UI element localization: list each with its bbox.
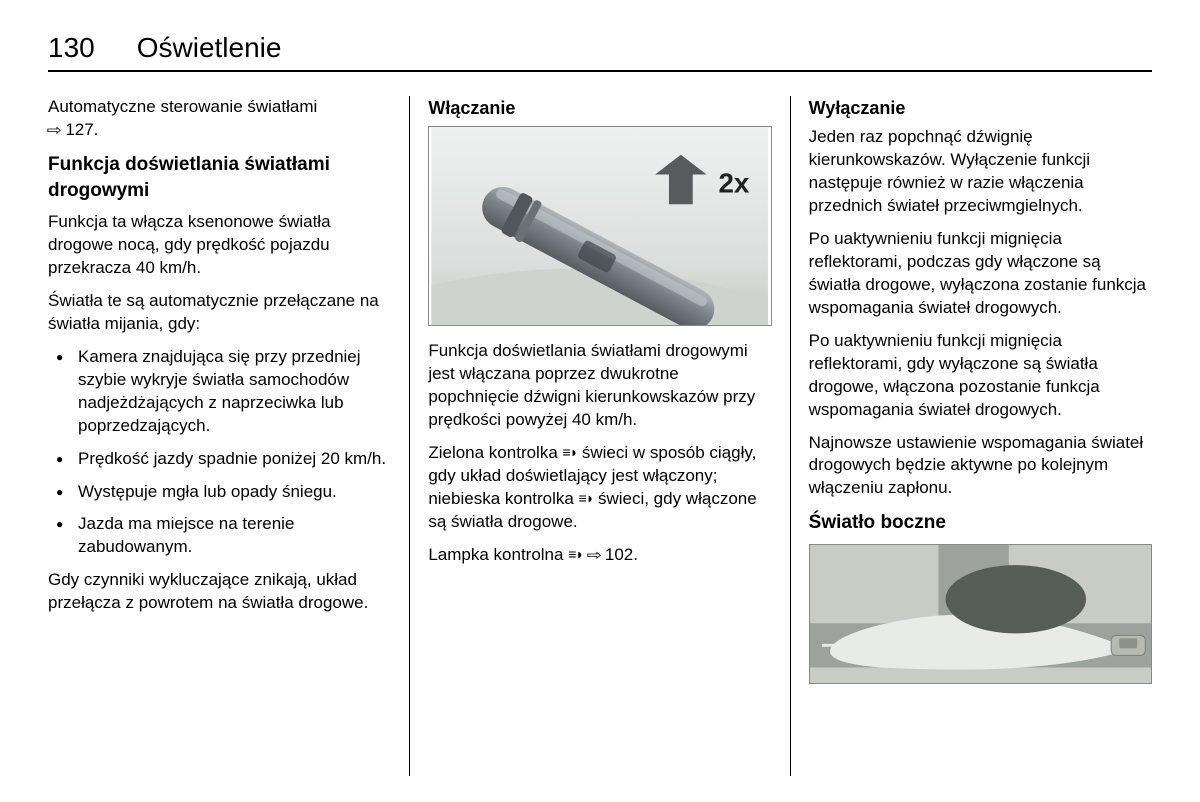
car-icon [1111,635,1145,655]
body-paragraph: Zielona kontrolka ≡◗ świeci w sposób cią… [428,442,771,534]
body-paragraph: Jeden raz popchnąć dźwignię kierunkowska… [809,126,1152,218]
section-heading-deactivation: Wyłączanie [809,96,1152,120]
intro-text: Automatyczne sterowanie światłami [48,97,317,116]
section-heading-high-beam-assist: Funkcja doświetlania światłami drogowymi [48,152,391,203]
body-paragraph: Po uaktywnieniu funkcji mignięcia reflek… [809,228,1152,320]
content-columns: Automatyczne sterowanie światłami ⇨ 127.… [48,96,1152,776]
body-paragraph: Gdy czynniki wykluczające znikają, układ… [48,569,391,615]
cornering-svg [810,545,1151,684]
body-paragraph: Funkcja ta włącza ksenonowe światła drog… [48,211,391,280]
conditions-list: Kamera znajdująca się przy przedniej szy… [48,346,391,560]
page-header: 130 Oświetlenie [48,32,1152,72]
reference-arrow-icon: ⇨ [586,546,601,566]
section-heading-activation: Włączanie [428,96,771,120]
body-paragraph: Lampka kontrolna ≡◗ ⇨ 102. [428,544,771,567]
column-2: Włączanie [409,96,789,776]
high-beam-icon: ≡◗ [579,490,594,506]
chapter-title: Oświetlenie [137,32,282,64]
text-fragment: Lampka kontrolna [428,545,568,564]
stalk-svg: 2x [429,127,770,325]
body-paragraph: Funkcja doświetlania światłami drogowymi… [428,340,771,432]
section-heading-cornering-light: Światło boczne [809,510,1152,536]
page-reference: 102. [605,545,638,564]
intro-reference: 127. [65,120,98,139]
cornering-light-illustration [809,544,1152,684]
high-beam-auto-icon: ≡◗ [563,444,578,460]
page-number: 130 [48,32,95,64]
intro-paragraph: Automatyczne sterowanie światłami ⇨ 127. [48,96,391,142]
body-paragraph: Po uaktywnieniu funkcji mignięcia reflek… [809,330,1152,422]
body-paragraph: Najnowsze ustawienie wspomagania świateł… [809,432,1152,501]
list-item: Jazda ma miejsce na terenie zabudowanym. [48,513,391,559]
text-fragment: Zielona kontrolka [428,443,562,462]
reference-arrow-icon: ⇨ [47,121,62,141]
list-item: Występuje mgła lub opady śniegu. [48,481,391,504]
list-item: Prędkość jazdy spadnie poniżej 20 km/h. [48,448,391,471]
column-3: Wyłączanie Jeden raz popchnąć dźwignię k… [790,96,1152,776]
body-paragraph: Światła te są automatycznie przełączane … [48,290,391,336]
arrow-label: 2x [719,168,750,199]
list-item: Kamera znajdująca się przy przedniej szy… [48,346,391,438]
stalk-illustration: 2x [428,126,771,326]
column-1: Automatyczne sterowanie światłami ⇨ 127.… [48,96,409,776]
high-beam-auto-icon: ≡◗ [568,546,583,562]
